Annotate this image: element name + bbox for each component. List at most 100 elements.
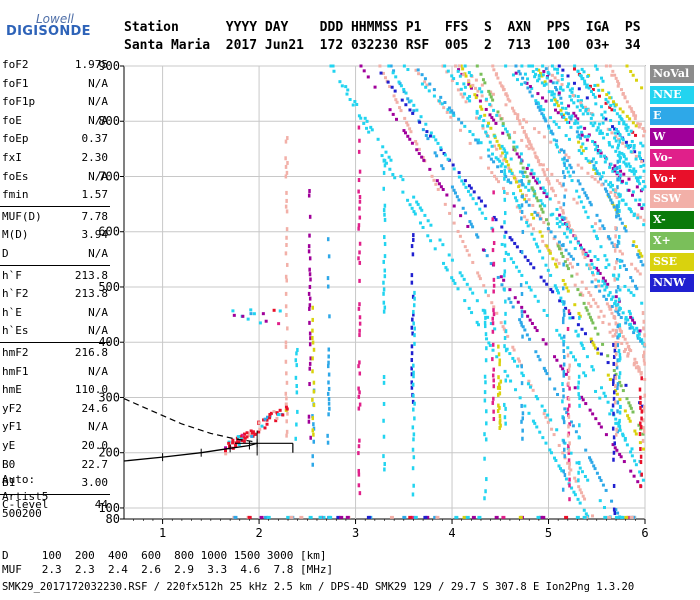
param-name: h`E xyxy=(2,305,22,319)
echo-point xyxy=(363,116,367,120)
echo-point xyxy=(266,515,271,519)
echo-point xyxy=(521,76,525,80)
echo-point xyxy=(596,172,600,176)
legend-item: SSE xyxy=(650,253,694,272)
echo-point xyxy=(457,68,461,72)
echo-point xyxy=(604,64,608,68)
echo-point xyxy=(597,279,601,283)
echo-point xyxy=(489,322,493,326)
echo-point xyxy=(308,361,312,366)
echo-point xyxy=(628,404,632,408)
echo-point xyxy=(308,320,311,325)
echo-point xyxy=(571,229,575,233)
echo-point xyxy=(519,152,523,156)
echo-point xyxy=(538,249,542,253)
echo-point xyxy=(504,230,508,234)
echo-point xyxy=(467,306,471,310)
echo-point xyxy=(268,416,272,420)
echo-point xyxy=(623,409,627,413)
echo-point xyxy=(622,153,626,157)
echo-point xyxy=(502,327,506,331)
echo-point xyxy=(497,143,501,147)
echo-point xyxy=(503,243,507,248)
echo-point xyxy=(531,203,535,207)
echo-point xyxy=(519,189,523,193)
echo-point xyxy=(612,435,616,440)
echo-point xyxy=(383,203,387,208)
echo-point xyxy=(412,363,415,368)
echo-point xyxy=(394,117,398,121)
echo-point xyxy=(525,333,529,337)
echo-point xyxy=(455,82,459,86)
echo-point xyxy=(562,262,565,267)
echo-point xyxy=(589,259,593,263)
echo-point xyxy=(471,83,475,87)
echo-point xyxy=(565,286,569,290)
echo-point xyxy=(240,437,244,441)
echo-point xyxy=(460,274,464,278)
echo-point xyxy=(412,483,415,488)
echo-point xyxy=(366,75,370,79)
echo-point xyxy=(551,212,555,216)
echo-point xyxy=(485,134,489,138)
logo-lowell: Lowell xyxy=(36,12,74,26)
echo-point xyxy=(570,87,574,91)
echo-point xyxy=(357,394,361,399)
echo-point xyxy=(289,515,294,519)
echo-point xyxy=(568,403,571,408)
echo-point xyxy=(578,460,581,465)
echo-point xyxy=(533,192,537,196)
param-row: foEp 0.37 xyxy=(2,130,108,148)
echo-point xyxy=(597,122,601,126)
echo-point xyxy=(295,390,299,395)
echo-point xyxy=(613,73,617,77)
echo-point xyxy=(373,85,377,89)
echo-point xyxy=(588,200,592,204)
echo-point xyxy=(450,276,454,280)
echo-point xyxy=(595,169,599,173)
echo-point xyxy=(425,130,429,134)
echo-point xyxy=(581,187,585,191)
echo-point xyxy=(471,197,475,201)
param-value: 213.8 xyxy=(74,287,108,301)
echo-point xyxy=(560,106,564,110)
param-row: M(D) 3.94 xyxy=(2,226,108,244)
echo-point xyxy=(609,190,613,194)
echo-point xyxy=(466,224,470,228)
echo-point xyxy=(359,64,363,68)
echo-point xyxy=(558,213,562,217)
echo-point xyxy=(547,179,551,183)
echo-point xyxy=(588,408,592,412)
echo-point xyxy=(606,354,610,358)
echo-point xyxy=(458,64,462,68)
echo-point xyxy=(600,386,604,390)
echo-point xyxy=(609,307,613,311)
echo-point xyxy=(327,372,331,377)
echo-point xyxy=(552,92,556,96)
echo-point xyxy=(498,391,502,396)
echo-point xyxy=(285,170,289,175)
echo-point xyxy=(500,169,504,173)
echo-point xyxy=(552,96,556,100)
echo-point xyxy=(451,163,455,167)
param-row: foF1 N/A xyxy=(2,75,108,93)
echo-point xyxy=(312,422,315,427)
echo-point xyxy=(531,175,535,179)
echo-point xyxy=(560,74,564,78)
param-name: h`F2 xyxy=(2,287,29,301)
echo-point xyxy=(587,86,591,90)
echo-point xyxy=(526,224,530,228)
echo-point xyxy=(540,112,544,116)
echo-point xyxy=(568,174,572,178)
echo-point xyxy=(531,419,535,423)
echo-point xyxy=(614,384,617,389)
echo-point xyxy=(621,198,625,202)
echo-point xyxy=(410,385,414,390)
echo-point xyxy=(604,97,608,101)
echo-point xyxy=(468,129,472,133)
echo-point xyxy=(555,179,559,183)
echo-point xyxy=(443,64,447,68)
echo-point xyxy=(536,177,540,181)
echo-point xyxy=(561,209,565,213)
echo-point xyxy=(498,414,502,419)
